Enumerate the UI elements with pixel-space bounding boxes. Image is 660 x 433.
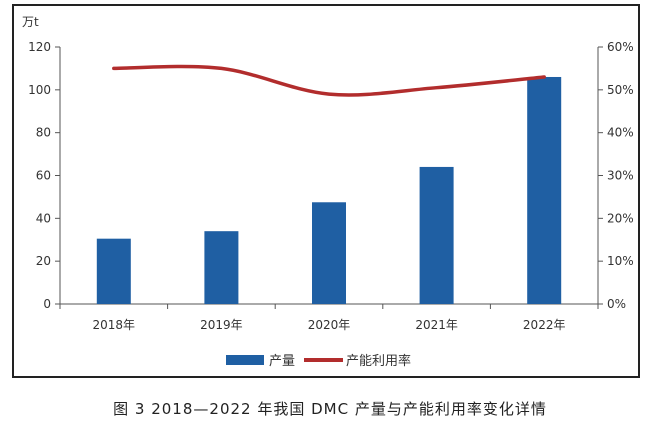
x-tick-label: 2018年 <box>93 318 136 332</box>
left-axis-unit: 万t <box>22 15 39 29</box>
x-tick-label: 2020年 <box>308 318 351 332</box>
left-tick-label: 60 <box>36 169 51 183</box>
legend-bar-swatch <box>226 355 264 365</box>
line-series <box>112 64 546 97</box>
right-tick-label: 0% <box>607 297 626 311</box>
legend: 产量 产能利用率 <box>226 353 411 369</box>
bar-series <box>96 76 562 304</box>
bar-2022年 <box>527 76 562 304</box>
left-tick-label: 40 <box>36 211 51 225</box>
right-tick-label: 40% <box>607 126 634 140</box>
bar-2019年 <box>204 231 239 304</box>
left-tick-label: 80 <box>36 126 51 140</box>
legend-line-label: 产能利用率 <box>346 353 411 369</box>
right-tick-label: 60% <box>607 40 634 54</box>
figure-caption: 图 3 2018—2022 年我国 DMC 产量与产能利用率变化详情 <box>113 400 547 418</box>
right-tick-label: 10% <box>607 254 634 268</box>
chart-frame <box>12 4 640 378</box>
right-tick-label: 50% <box>607 83 634 97</box>
right-tick-label: 20% <box>607 211 634 225</box>
bar-2020年 <box>312 202 346 304</box>
x-tick-label: 2021年 <box>415 318 458 332</box>
x-axis-ticks: 2018年 2019年 2020年 2021年 2022年 <box>59 304 599 332</box>
bar-2018年 <box>96 238 131 304</box>
x-tick-label: 2019年 <box>200 318 243 332</box>
x-tick-label: 2022年 <box>523 318 566 332</box>
left-axis-ticks: 0 20 40 60 80 100 120 <box>28 40 60 311</box>
left-tick-label: 100 <box>28 83 51 97</box>
left-tick-label: 0 <box>43 297 51 311</box>
right-tick-label: 30% <box>607 169 634 183</box>
right-axis-ticks: 0% 10% 20% 30% 40% 50% 60% <box>598 40 634 311</box>
legend-bar-label: 产量 <box>269 354 295 369</box>
line-path <box>112 64 546 97</box>
left-tick-label: 20 <box>36 254 51 268</box>
left-tick-label: 120 <box>28 40 51 54</box>
bar-2021年 <box>419 166 454 304</box>
